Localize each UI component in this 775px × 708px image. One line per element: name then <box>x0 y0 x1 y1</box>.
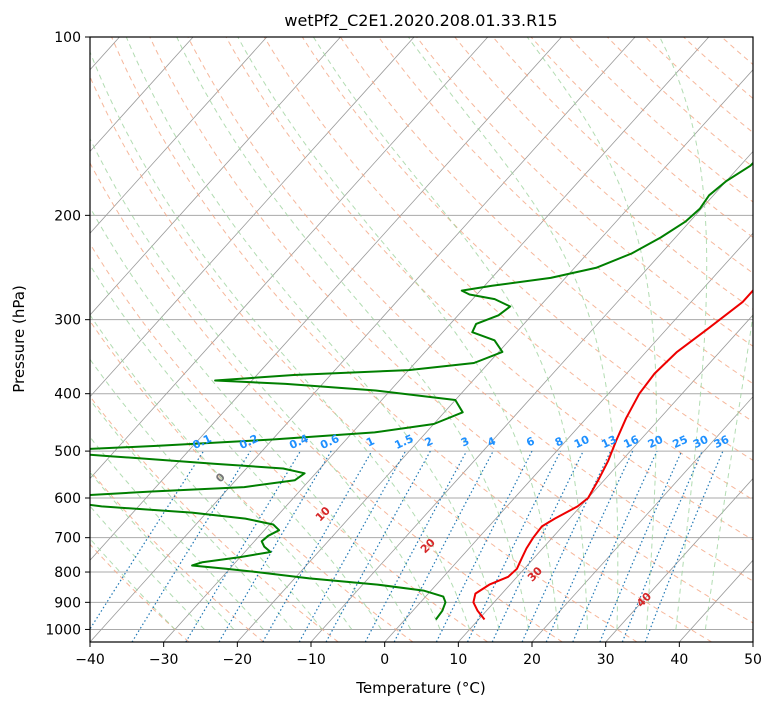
dry-adiabat <box>90 469 264 642</box>
x-tick-label: −20 <box>223 652 253 668</box>
mixing-ratio-line <box>435 450 533 642</box>
mixing-ratio-label: 36 <box>712 433 732 451</box>
dry-adiabat <box>225 37 753 541</box>
plot-frame <box>89 36 754 643</box>
y-tick-label: 700 <box>54 531 81 547</box>
moist-adiabat <box>90 436 264 630</box>
background-lines <box>90 37 753 642</box>
dry-adiabat <box>111 37 712 642</box>
moist-adiabat <box>90 398 294 630</box>
y-axis-label: Pressure (hPa) <box>10 285 28 393</box>
y-axis: 100 200 300 400 500 600 700 800 900 1000 <box>45 30 90 638</box>
isotherm <box>90 37 415 398</box>
x-tick-label: −30 <box>149 652 179 668</box>
mixing-ratio-label: 20 <box>646 433 666 451</box>
y-tick-label: 300 <box>54 313 81 329</box>
dry-adiabat <box>90 242 488 642</box>
chart-title: wetPf2_C2E1.2020.208.01.33.R15 <box>284 11 557 31</box>
x-tick-label: 40 <box>670 652 688 668</box>
mixing-ratio-line <box>572 450 658 642</box>
dewpoint-profile <box>90 161 753 621</box>
mixing-ratio-line <box>90 450 205 631</box>
mixing-ratio-label: 10 <box>572 433 592 451</box>
dry-adiabat <box>90 162 563 642</box>
y-tick-label: 400 <box>54 387 81 403</box>
moist-adiabat <box>90 264 382 630</box>
mixing-ratio-label: 16 <box>622 433 642 451</box>
y-tick-label: 800 <box>54 565 81 581</box>
mixing-ratio-line <box>364 450 468 642</box>
x-tick-label: −40 <box>75 652 105 668</box>
isotherm <box>90 37 268 234</box>
x-axis-label: Temperature (°C) <box>355 679 485 697</box>
y-tick-label: 500 <box>54 444 81 460</box>
dry-adiabat <box>149 37 753 624</box>
moist-adiabat <box>90 314 353 630</box>
moist-adiabat <box>90 538 176 630</box>
moist-adiabat <box>237 37 559 630</box>
mixing-ratio-line <box>621 450 703 642</box>
isotherm <box>531 396 753 642</box>
x-tick-label: 0 <box>380 652 389 668</box>
dry-adiabat <box>301 37 753 461</box>
mixing-ratio-line <box>545 450 634 642</box>
x-tick-label: 30 <box>597 652 615 668</box>
moist-adiabat <box>526 37 657 630</box>
y-tick-label: 600 <box>54 491 81 507</box>
y-tick-label: 200 <box>54 208 81 224</box>
mixing-ratio-line <box>599 450 683 642</box>
temperature-profile <box>472 288 753 621</box>
dry-adiabat <box>263 37 753 501</box>
mixing-ratio-line <box>325 450 431 642</box>
moist-adiabat <box>704 310 753 630</box>
x-tick-label: 50 <box>744 652 762 668</box>
dry-adiabat <box>90 75 638 642</box>
isotherm <box>90 37 489 480</box>
isotherm <box>90 37 562 561</box>
mixing-ratio-line <box>644 450 724 642</box>
isotherm <box>458 314 753 642</box>
moist-adiabat <box>90 206 412 630</box>
isotherm <box>90 37 194 153</box>
isotherm <box>237 69 753 642</box>
y-tick-label: 900 <box>54 595 81 611</box>
moist-adiabat <box>90 137 441 630</box>
mixing-ratio-line <box>298 450 407 642</box>
dry-adiabat <box>378 37 753 385</box>
y-tick-label: 100 <box>54 30 81 46</box>
moist-adiabat <box>312 37 588 630</box>
mixing-ratio-label: 13 <box>599 433 618 451</box>
isotherm <box>605 477 753 642</box>
dry-adiabat <box>187 37 753 582</box>
isotherm <box>384 232 753 642</box>
isotherm <box>90 37 341 316</box>
profile-lines <box>90 161 753 621</box>
mixing-ratio-label: 25 <box>670 433 689 451</box>
mixing-ratio-label: 30 <box>691 433 711 451</box>
y-tick-label: 1000 <box>45 622 81 638</box>
isotherm <box>163 37 710 642</box>
moist-adiabat <box>90 50 471 630</box>
x-tick-label: 20 <box>523 652 541 668</box>
x-tick-label: 10 <box>449 652 467 668</box>
dry-adiabat <box>416 37 753 347</box>
x-tick-label: −10 <box>296 652 326 668</box>
x-axis: −40 −30 −20 −10 0 10 20 30 40 50 <box>75 642 762 668</box>
moist-adiabat <box>659 37 708 630</box>
